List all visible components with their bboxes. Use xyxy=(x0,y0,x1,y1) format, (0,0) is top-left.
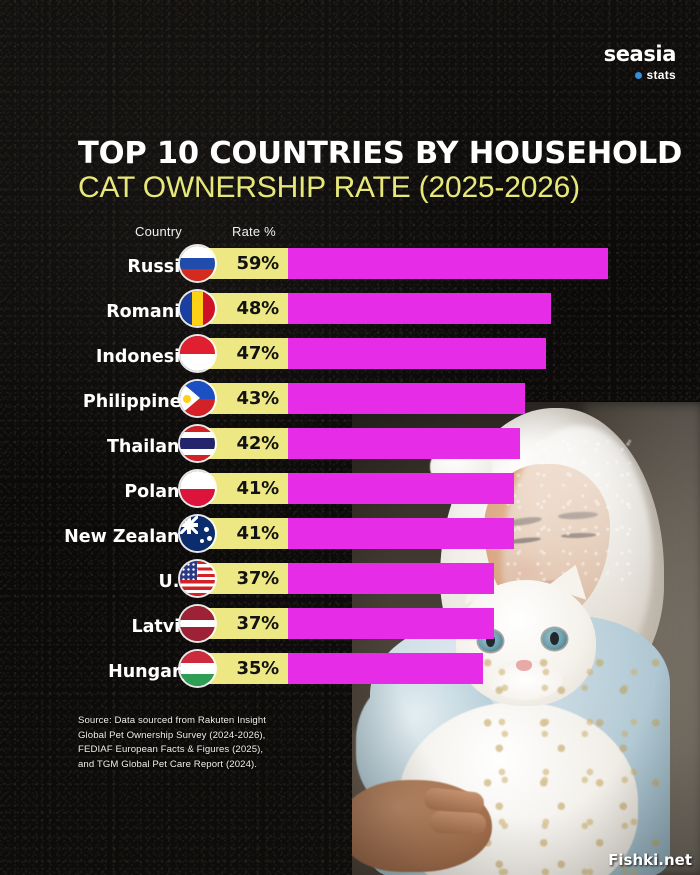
flag-philippines-icon xyxy=(180,381,215,416)
country-label: Indonesia xyxy=(95,347,192,367)
bar-track: 41% xyxy=(180,516,514,551)
bar-fill xyxy=(288,293,551,324)
brand-logo: seasia stats xyxy=(603,42,677,82)
source-line: and TGM Global Pet Care Report (2024). xyxy=(78,758,258,770)
header-rate: Rate % xyxy=(232,224,276,239)
country-label: Thailand xyxy=(107,437,192,457)
flag-indonesia-icon xyxy=(180,336,215,371)
chart-rows: Russia 59% Romania 48% Indonesia 47% Philippin… xyxy=(0,246,700,698)
chart-row: Latvia 37% xyxy=(0,606,700,653)
bar-track: 35% xyxy=(180,651,483,686)
flag-romania-icon xyxy=(180,291,215,326)
chart-row: Hungary 35% xyxy=(0,651,700,698)
country-label: New Zealand xyxy=(64,527,192,547)
source-line: FEDIAF European Facts & Figures (2025), xyxy=(78,744,264,756)
bar-track: 42% xyxy=(180,426,520,461)
brand-dot-icon xyxy=(635,71,643,79)
header-country: Country xyxy=(135,224,182,239)
country-label: Philippines xyxy=(82,392,192,412)
photo-cat-pupil-right xyxy=(550,632,559,645)
bar-fill xyxy=(288,518,514,549)
chart-row: Russia 59% xyxy=(0,246,700,293)
flag-latvia-icon xyxy=(180,606,215,641)
flag-russia-icon xyxy=(180,246,215,281)
chart-row: Philippines 43% xyxy=(0,381,700,428)
flag-thailand-icon xyxy=(180,426,215,461)
bar-track: 37% xyxy=(180,606,494,641)
rate-value: 47% xyxy=(236,343,280,364)
rate-value: 43% xyxy=(236,388,280,409)
country-label: Romania xyxy=(106,302,192,322)
bar-fill xyxy=(288,428,520,459)
chart-row: Poland 41% xyxy=(0,471,700,518)
source-note: Source: Data sourced from Rakuten Insigh… xyxy=(78,714,266,772)
bar-track: 47% xyxy=(180,336,546,371)
country-label: U.S xyxy=(158,572,192,592)
bar-track: 48% xyxy=(180,291,551,326)
rate-value: 37% xyxy=(236,613,280,634)
rate-value: 37% xyxy=(236,568,280,589)
chart-row: New Zealand 41% xyxy=(0,516,700,563)
bar-track: 41% xyxy=(180,471,514,506)
bar-track: 43% xyxy=(180,381,525,416)
chart-column-headers: Country Rate % xyxy=(0,224,700,248)
brand-sub-label: stats xyxy=(646,68,676,82)
bar-chart: Country Rate % Russia 59% Romania 48% Indone… xyxy=(0,224,700,698)
bar-fill xyxy=(288,383,525,414)
country-label: Hungary xyxy=(108,662,192,682)
chart-row: U.S 37% xyxy=(0,561,700,608)
flag-hungary-icon xyxy=(180,651,215,686)
page-title-line2: CAT OWNERSHIP RATE (2025-2026) xyxy=(78,171,580,205)
photo-cat-pupil-left xyxy=(486,634,495,647)
watermark: Fishki.net xyxy=(608,851,692,869)
chart-row: Indonesia 47% xyxy=(0,336,700,383)
country-label: Russia xyxy=(127,257,192,277)
bar-fill xyxy=(288,563,494,594)
photo-woman-holding-cat xyxy=(352,402,700,875)
photo-hijab-beading xyxy=(502,438,642,588)
brand-name: seasia xyxy=(603,42,677,66)
bar-fill xyxy=(288,473,514,504)
rate-value: 48% xyxy=(236,298,280,319)
bar-fill xyxy=(288,608,494,639)
photo-dress-embroidery xyxy=(472,652,662,875)
rate-value: 41% xyxy=(236,523,280,544)
flag-united-states-icon xyxy=(180,561,215,596)
chart-row: Romania 48% xyxy=(0,291,700,338)
page-title: TOP 10 COUNTRIES BY HOUSEHOLD CAT OWNERS… xyxy=(78,138,682,205)
page-title-line1: TOP 10 COUNTRIES BY HOUSEHOLD xyxy=(78,136,683,171)
bar-fill xyxy=(288,653,483,684)
rate-value: 59% xyxy=(236,253,280,274)
flag-poland-icon xyxy=(180,471,215,506)
country-label: Poland xyxy=(124,482,192,502)
source-line: Source: Data sourced from Rakuten Insigh… xyxy=(78,715,267,726)
country-label: Latvia xyxy=(131,617,192,637)
source-line: Global Pet Ownership Survey (2024-2026), xyxy=(78,729,266,741)
bar-track: 59% xyxy=(180,246,608,281)
bar-track: 37% xyxy=(180,561,494,596)
rate-value: 42% xyxy=(236,433,280,454)
bar-fill xyxy=(288,248,608,279)
chart-row: Thailand 42% xyxy=(0,426,700,473)
brand-sub-row: stats xyxy=(604,69,676,81)
rate-value: 35% xyxy=(236,658,280,679)
flag-new-zealand-icon xyxy=(180,516,215,551)
bar-fill xyxy=(288,338,546,369)
rate-value: 41% xyxy=(236,478,280,499)
